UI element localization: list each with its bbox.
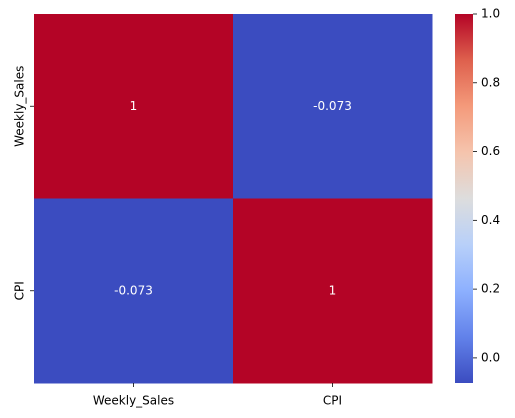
colorbar-tick-label: 0.8 [481, 75, 500, 89]
colorbar-tick-label: 1.0 [481, 7, 500, 21]
y-tick-label: CPI [13, 281, 27, 300]
colorbar-tick-label: 0.6 [481, 144, 500, 158]
heatmap-cell [34, 198, 234, 384]
colorbar-tick-label: 0.2 [481, 282, 500, 296]
cell-label: 1 [329, 283, 337, 297]
cell-label: 1 [130, 99, 138, 113]
heatmap-cell [34, 14, 234, 199]
x-tick-label: CPI [323, 394, 342, 408]
y-tick-label: Weekly_Sales [13, 66, 27, 147]
colorbar-tick-label: 0.4 [481, 213, 500, 227]
heatmap-cell [233, 14, 433, 199]
x-tick-label: Weekly_Sales [93, 394, 174, 408]
cell-label: -0.073 [114, 283, 153, 297]
colorbar [455, 14, 473, 383]
cell-label: -0.073 [313, 99, 352, 113]
heatmap-cell [233, 198, 433, 384]
colorbar-tick-label: 0.0 [481, 350, 500, 364]
